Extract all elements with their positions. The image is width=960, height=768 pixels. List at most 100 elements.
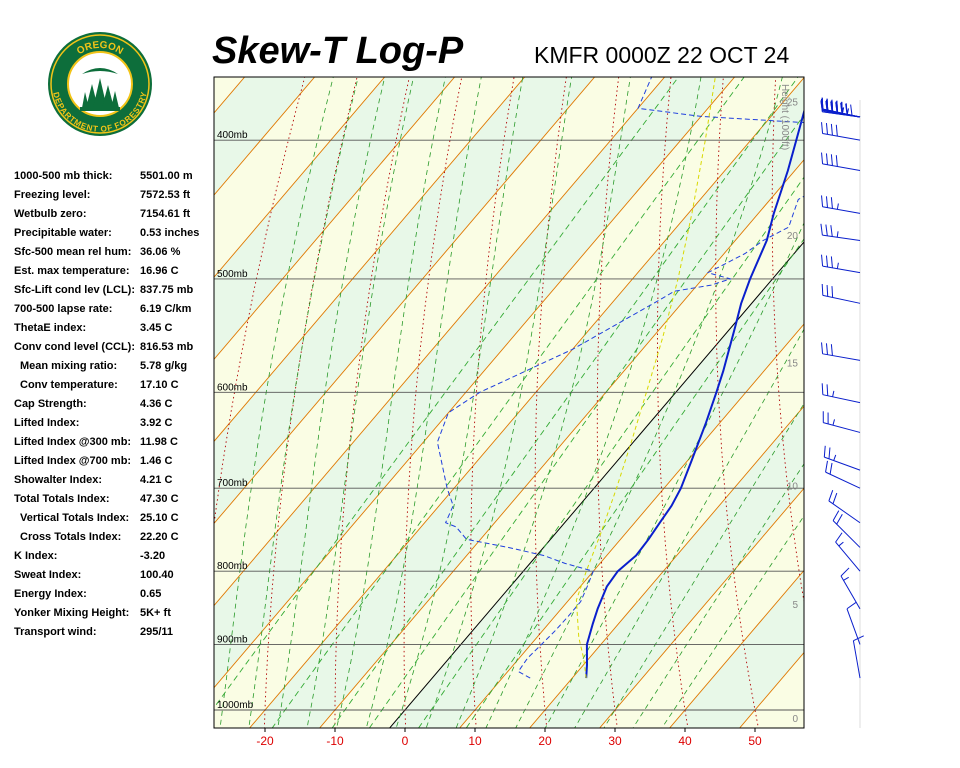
index-value: 5501.00 m	[140, 170, 193, 182]
barb-flag	[835, 155, 838, 167]
index-label: Sfc-Lift cond lev (LCL):	[14, 284, 135, 296]
index-label: Sfc-500 mean rel hum:	[14, 246, 132, 258]
index-row: ThetaE index: 3.45 C	[14, 320, 214, 339]
index-value: 36.06 %	[140, 246, 181, 258]
barb-half-flag	[836, 203, 839, 210]
barb-half-flag	[841, 107, 845, 114]
index-value: 3.92 C	[140, 417, 173, 429]
index-label: ThetaE index:	[14, 322, 87, 334]
x-tick-label: 20	[538, 734, 552, 748]
index-label: Conv temperature:	[20, 379, 118, 391]
barb-half-flag	[832, 390, 835, 397]
index-label: Yonker Mixing Height:	[14, 607, 130, 619]
barb-staff	[822, 394, 861, 404]
barb-staff	[822, 265, 861, 274]
index-label: Showalter Index:	[14, 474, 103, 486]
isobar-label: 400mb	[217, 130, 248, 141]
isotherm-line	[214, 77, 596, 525]
oregon-dept-forestry-logo: OREGON DEPARTMENT OF FORESTRY	[46, 30, 154, 138]
index-label: Est. max temperature:	[14, 265, 130, 277]
index-value: 816.53 mb	[140, 341, 194, 353]
barb-flag	[825, 224, 828, 236]
index-label: K Index:	[14, 550, 58, 562]
barb-flag	[825, 255, 828, 267]
barb-staff	[832, 520, 861, 548]
moist-adiabat-line	[603, 402, 804, 728]
isotherm-line	[249, 77, 804, 728]
index-row: Lifted Index @700 mb: 1.46 C	[14, 453, 214, 472]
isotherm-line	[529, 405, 804, 728]
barb-flag	[825, 196, 828, 208]
index-row: Lifted Index @300 mb: 11.98 C	[14, 434, 214, 453]
index-row: Total Totals Index: 47.30 C	[14, 491, 214, 510]
index-value: 100.40	[140, 569, 174, 581]
index-value: 3.45 C	[140, 322, 173, 334]
index-row: Showalter Index: 4.21 C	[14, 472, 214, 491]
barb-flag	[835, 532, 843, 543]
barb-staff	[822, 353, 861, 361]
wind-barb	[821, 383, 861, 404]
index-label: Precipitable water:	[14, 227, 112, 239]
barb-flag	[832, 492, 838, 504]
barb-flag	[846, 601, 857, 610]
mixing-ratio-line	[331, 77, 799, 728]
isotherm-line	[214, 77, 736, 689]
barb-flag	[821, 383, 824, 395]
index-label: Lifted Index:	[14, 417, 80, 429]
isotherm-band	[214, 77, 804, 728]
x-tick-label: 0	[402, 734, 409, 748]
index-row: Sfc-500 mean rel hum: 36.06 %	[14, 244, 214, 263]
index-value: 16.96 C	[140, 265, 179, 277]
barb-flag	[850, 104, 853, 116]
barb-staff	[835, 541, 861, 572]
barb-half-flag	[836, 231, 839, 238]
isotherm-line	[459, 323, 804, 728]
barb-flag	[820, 223, 823, 236]
index-row: Sweat Index: 100.40	[14, 567, 214, 586]
barb-half-flag	[846, 108, 850, 115]
mixing-ratio-line	[368, 114, 804, 728]
wind-barb	[835, 532, 861, 572]
index-label: Vertical Totals Index:	[20, 512, 130, 524]
index-row: Yonker Mixing Height: 5K+ ft	[14, 605, 214, 624]
index-row: Energy Index: 0.65	[14, 586, 214, 605]
chart-title: Skew-T Log-P	[212, 30, 464, 72]
index-value: -3.20	[140, 550, 166, 562]
index-row: Conv cond level (CCL): 816.53 mb	[14, 339, 214, 358]
freezing-isotherm	[388, 241, 804, 728]
isobar-label: 700mb	[217, 478, 248, 489]
index-row: Precipitable water: 0.53 inches	[14, 225, 214, 244]
wind-barb	[821, 152, 861, 171]
barb-flag	[821, 195, 824, 207]
index-value: 6.19 C/km	[140, 303, 192, 315]
barb-staff	[825, 471, 861, 489]
moist-adiabat-line	[632, 463, 804, 728]
barb-flag	[828, 447, 831, 459]
height-tick-label: 10	[787, 482, 799, 493]
barb-flag	[826, 98, 829, 111]
index-row: Wetbulb zero: 7154.61 ft	[14, 206, 214, 225]
dry-adiabat-line	[932, 0, 960, 768]
index-row: Est. max temperature: 16.96 C	[14, 263, 214, 282]
isobar-label: 600mb	[217, 382, 248, 393]
barb-staff	[852, 640, 861, 679]
index-value: 11.98 C	[140, 436, 178, 448]
wind-barb	[821, 97, 861, 118]
barb-staff	[823, 422, 861, 433]
barb-flag	[829, 462, 833, 475]
height-axis-label: Height (1000ft)	[779, 84, 790, 150]
isotherm-line	[844, 0, 960, 768]
index-label: Lifted Index @300 mb:	[14, 436, 132, 448]
barb-flag	[825, 153, 828, 165]
x-tick-label: -20	[256, 734, 274, 748]
barb-flag	[821, 284, 824, 296]
barb-flag	[821, 152, 824, 164]
index-value: 17.10 C	[140, 379, 179, 391]
isotherm-line	[599, 487, 804, 728]
index-row: Lifted Index: 3.92 C	[14, 415, 214, 434]
height-tick-label: 15	[787, 359, 799, 370]
wind-barb	[821, 254, 861, 274]
isobar-label: 800mb	[217, 561, 248, 572]
barb-staff	[840, 575, 861, 610]
